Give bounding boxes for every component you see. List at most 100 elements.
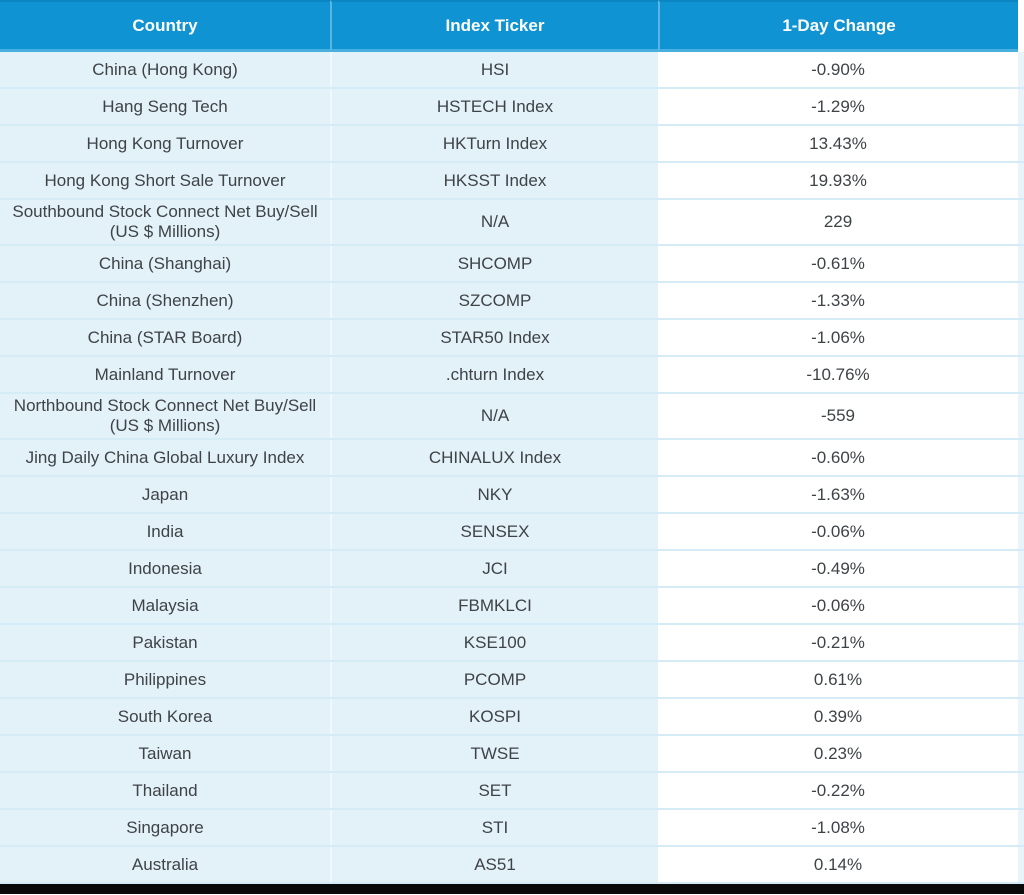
cell-1-day-change: -0.61% [658, 246, 1018, 281]
cell-1-day-change: 0.14% [658, 847, 1018, 882]
table-body: China (Hong Kong) HSI -0.90% Hang Seng Tech… [0, 52, 1024, 882]
cell-country: China (Shenzhen) [0, 283, 330, 318]
cell-1-day-change: -1.29% [658, 89, 1018, 124]
cell-index-ticker: HSI [330, 52, 658, 87]
cell-1-day-change: -0.60% [658, 440, 1018, 475]
cell-country: Pakistan [0, 625, 330, 660]
table-row: Australia AS51 0.14% [0, 845, 1024, 882]
table-right-edge [1018, 320, 1024, 355]
cell-country: Taiwan [0, 736, 330, 771]
cell-index-ticker: AS51 [330, 847, 658, 882]
cell-index-ticker: .chturn Index [330, 357, 658, 392]
table-row: Thailand SET -0.22% [0, 771, 1024, 808]
table-row: Malaysia FBMKLCI -0.06% [0, 586, 1024, 623]
table-row: Singapore STI -1.08% [0, 808, 1024, 845]
table-right-edge [1018, 394, 1024, 438]
table-row: China (Shenzhen) SZCOMP -1.33% [0, 281, 1024, 318]
table-row: Southbound Stock Connect Net Buy/Sell (U… [0, 198, 1024, 244]
table-right-edge [1018, 283, 1024, 318]
table-row: Northbound Stock Connect Net Buy/Sell (U… [0, 392, 1024, 438]
cell-index-ticker: KOSPI [330, 699, 658, 734]
cell-index-ticker: STAR50 Index [330, 320, 658, 355]
table-row: Hong Kong Short Sale Turnover HKSST Index… [0, 161, 1024, 198]
table-right-edge [1018, 440, 1024, 475]
cell-1-day-change: -0.49% [658, 551, 1018, 586]
table-row: Japan NKY -1.63% [0, 475, 1024, 512]
table-row: Indonesia JCI -0.49% [0, 549, 1024, 586]
cell-index-ticker: TWSE [330, 736, 658, 771]
cell-country: China (Shanghai) [0, 246, 330, 281]
cell-1-day-change: -1.08% [658, 810, 1018, 845]
cell-index-ticker: PCOMP [330, 662, 658, 697]
table-right-edge [1018, 736, 1024, 771]
table-row: South Korea KOSPI 0.39% [0, 697, 1024, 734]
cell-country: Southbound Stock Connect Net Buy/Sell (U… [0, 200, 330, 244]
cell-country: Philippines [0, 662, 330, 697]
cell-1-day-change: 19.93% [658, 163, 1018, 198]
cell-1-day-change: -0.06% [658, 588, 1018, 623]
cell-country: Mainland Turnover [0, 357, 330, 392]
cell-index-ticker: N/A [330, 200, 658, 244]
cell-1-day-change: -0.06% [658, 514, 1018, 549]
table-row: China (STAR Board) STAR50 Index -1.06% [0, 318, 1024, 355]
cell-country: Northbound Stock Connect Net Buy/Sell (U… [0, 394, 330, 438]
table-right-edge [1018, 200, 1024, 244]
table-right-edge [1018, 588, 1024, 623]
cell-1-day-change: -1.63% [658, 477, 1018, 512]
table-row: Mainland Turnover .chturn Index -10.76% [0, 355, 1024, 392]
cell-1-day-change: 0.23% [658, 736, 1018, 771]
table-row: Jing Daily China Global Luxury Index CHIN… [0, 438, 1024, 475]
cell-index-ticker: HKTurn Index [330, 126, 658, 161]
table-row: Taiwan TWSE 0.23% [0, 734, 1024, 771]
cell-index-ticker: SHCOMP [330, 246, 658, 281]
bottom-bar [0, 882, 1024, 894]
table-right-edge [1018, 514, 1024, 549]
table-row: Hang Seng Tech HSTECH Index -1.29% [0, 87, 1024, 124]
table-right-edge [1018, 163, 1024, 198]
column-header-index-ticker: Index Ticker [330, 0, 658, 52]
cell-country: China (STAR Board) [0, 320, 330, 355]
table-row: China (Hong Kong) HSI -0.90% [0, 52, 1024, 87]
cell-index-ticker: SZCOMP [330, 283, 658, 318]
cell-country: Japan [0, 477, 330, 512]
table-row: Philippines PCOMP 0.61% [0, 660, 1024, 697]
table-right-edge [1018, 357, 1024, 392]
cell-country: China (Hong Kong) [0, 52, 330, 87]
cell-index-ticker: N/A [330, 394, 658, 438]
cell-1-day-change: -559 [658, 394, 1018, 438]
cell-index-ticker: SET [330, 773, 658, 808]
table-right-edge [1018, 810, 1024, 845]
cell-index-ticker: HSTECH Index [330, 89, 658, 124]
cell-1-day-change: 0.61% [658, 662, 1018, 697]
cell-1-day-change: -0.22% [658, 773, 1018, 808]
cell-1-day-change: -1.06% [658, 320, 1018, 355]
cell-index-ticker: KSE100 [330, 625, 658, 660]
table-header-row: Country Index Ticker 1-Day Change [0, 0, 1024, 52]
cell-1-day-change: -1.33% [658, 283, 1018, 318]
cell-country: Hong Kong Short Sale Turnover [0, 163, 330, 198]
table-right-edge [1018, 0, 1024, 52]
cell-country: Thailand [0, 773, 330, 808]
table-right-edge [1018, 477, 1024, 512]
cell-index-ticker: SENSEX [330, 514, 658, 549]
cell-1-day-change: 229 [658, 200, 1018, 244]
table-right-edge [1018, 52, 1024, 87]
table-right-edge [1018, 699, 1024, 734]
cell-index-ticker: STI [330, 810, 658, 845]
cell-country: Malaysia [0, 588, 330, 623]
cell-1-day-change: -0.90% [658, 52, 1018, 87]
table-right-edge [1018, 662, 1024, 697]
table-row: China (Shanghai) SHCOMP -0.61% [0, 244, 1024, 281]
cell-country: Hong Kong Turnover [0, 126, 330, 161]
table-right-edge [1018, 126, 1024, 161]
cell-index-ticker: FBMKLCI [330, 588, 658, 623]
cell-country: South Korea [0, 699, 330, 734]
cell-index-ticker: JCI [330, 551, 658, 586]
column-header-country: Country [0, 0, 330, 52]
cell-index-ticker: NKY [330, 477, 658, 512]
cell-1-day-change: 13.43% [658, 126, 1018, 161]
table-right-edge [1018, 625, 1024, 660]
table-row: India SENSEX -0.06% [0, 512, 1024, 549]
column-header-1-day-change: 1-Day Change [658, 0, 1018, 52]
